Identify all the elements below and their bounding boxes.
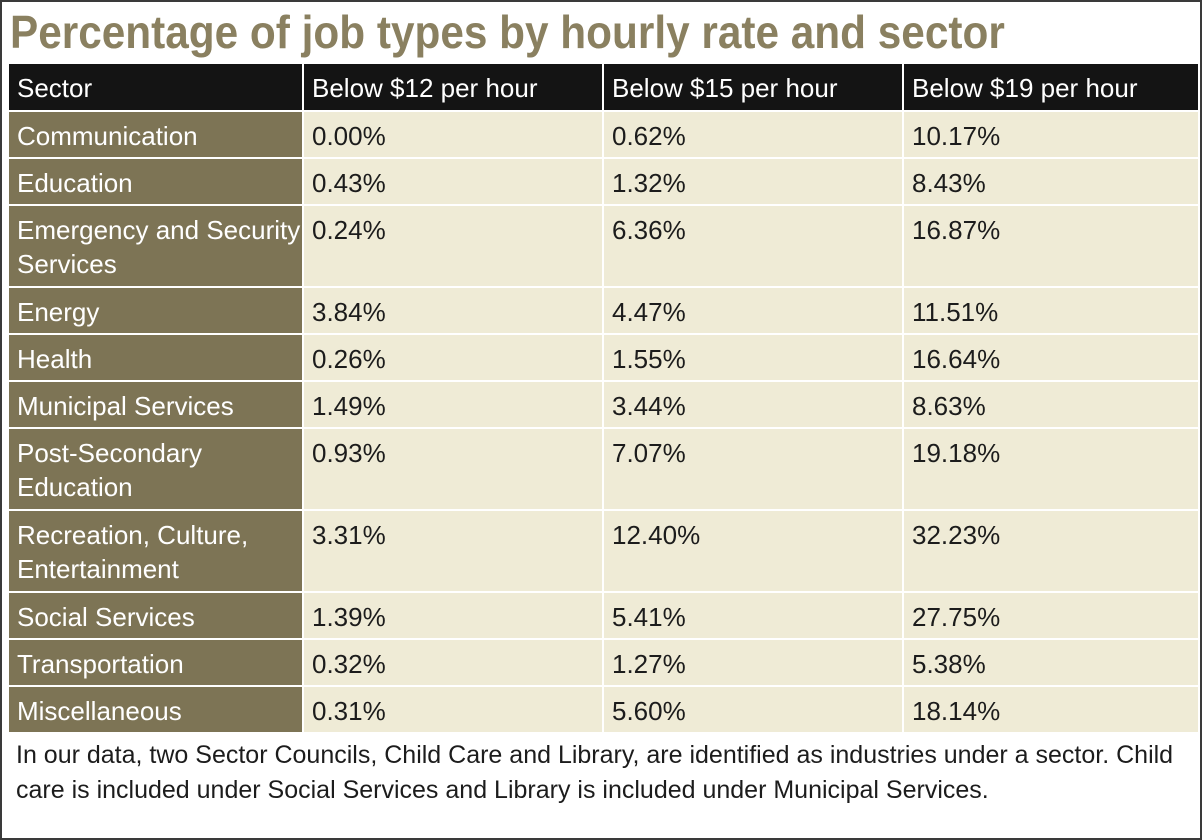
sector-cell: Health xyxy=(7,333,304,382)
table-row: Social Services 1.39% 5.41% 27.75% xyxy=(7,591,1200,640)
value-cell-below-19: 11.51% xyxy=(902,286,1200,335)
value-cell-below-19: 16.64% xyxy=(902,333,1200,382)
value-cell-below-19: 5.38% xyxy=(902,638,1200,687)
value-cell-below-19: 8.63% xyxy=(902,380,1200,429)
column-header-sector: Sector xyxy=(7,62,304,112)
sector-cell: Education xyxy=(7,157,304,206)
value-cell-below-19: 16.87% xyxy=(902,204,1200,288)
sector-cell: Social Services xyxy=(7,591,304,640)
table-row: Municipal Services 1.49% 3.44% 8.63% xyxy=(7,380,1200,429)
value-cell-below-19: 10.17% xyxy=(902,110,1200,159)
column-header-below-15: Below $15 per hour xyxy=(602,62,904,112)
table-row: Miscellaneous 0.31% 5.60% 18.14% xyxy=(7,685,1200,734)
value-cell-below-15: 1.32% xyxy=(602,157,904,206)
value-cell-below-15: 7.07% xyxy=(602,427,904,511)
value-cell-below-19: 8.43% xyxy=(902,157,1200,206)
table-row: Post-Secondary Education 0.93% 7.07% 19.18% xyxy=(7,427,1200,511)
table-body: Communication 0.00% 0.62% 10.17% Education 0.… xyxy=(7,110,1200,734)
table-row: Transportation 0.32% 1.27% 5.38% xyxy=(7,638,1200,687)
value-cell-below-12: 0.32% xyxy=(302,638,604,687)
value-cell-below-12: 0.00% xyxy=(302,110,604,159)
chart-title: Percentage of job types by hourly rate a… xyxy=(10,6,1005,58)
value-cell-below-15: 1.27% xyxy=(602,638,904,687)
sector-cell: Emergency and Security Services xyxy=(7,204,304,288)
table-row: Recreation, Culture, Entertainment 3.31% 1… xyxy=(7,509,1200,593)
value-cell-below-12: 0.24% xyxy=(302,204,604,288)
table-row: Health 0.26% 1.55% 16.64% xyxy=(7,333,1200,382)
sector-cell: Recreation, Culture, Entertainment xyxy=(7,509,304,593)
footnote: In our data, two Sector Councils, Child … xyxy=(16,741,1174,804)
table-row: Communication 0.00% 0.62% 10.17% xyxy=(7,110,1200,159)
value-cell-below-15: 5.41% xyxy=(602,591,904,640)
value-cell-below-19: 32.23% xyxy=(902,509,1200,593)
value-cell-below-12: 3.31% xyxy=(302,509,604,593)
value-cell-below-15: 6.36% xyxy=(602,204,904,288)
value-cell-below-15: 4.47% xyxy=(602,286,904,335)
column-header-below-19: Below $19 per hour xyxy=(902,62,1200,112)
value-cell-below-19: 27.75% xyxy=(902,591,1200,640)
sector-cell: Miscellaneous xyxy=(7,685,304,734)
value-cell-below-12: 3.84% xyxy=(302,286,604,335)
value-cell-below-15: 0.62% xyxy=(602,110,904,159)
sector-cell: Transportation xyxy=(7,638,304,687)
value-cell-below-12: 0.43% xyxy=(302,157,604,206)
value-cell-below-19: 18.14% xyxy=(902,685,1200,734)
value-cell-below-12: 0.31% xyxy=(302,685,604,734)
value-cell-below-15: 12.40% xyxy=(602,509,904,593)
table-row: Energy 3.84% 4.47% 11.51% xyxy=(7,286,1200,335)
value-cell-below-15: 3.44% xyxy=(602,380,904,429)
value-cell-below-12: 1.49% xyxy=(302,380,604,429)
sector-cell: Communication xyxy=(7,110,304,159)
sector-cell: Municipal Services xyxy=(7,380,304,429)
value-cell-below-15: 1.55% xyxy=(602,333,904,382)
value-cell-below-12: 0.26% xyxy=(302,333,604,382)
sector-cell: Energy xyxy=(7,286,304,335)
sector-cell: Post-Secondary Education xyxy=(7,427,304,511)
table-row: Emergency and Security Services 0.24% 6.36… xyxy=(7,204,1200,288)
table-row: Education 0.43% 1.32% 8.43% xyxy=(7,157,1200,206)
value-cell-below-19: 19.18% xyxy=(902,427,1200,511)
header-row: Sector Below $12 per hour Below $15 per … xyxy=(7,62,1200,112)
column-header-below-12: Below $12 per hour xyxy=(302,62,604,112)
value-cell-below-12: 0.93% xyxy=(302,427,604,511)
value-cell-below-12: 1.39% xyxy=(302,591,604,640)
value-cell-below-15: 5.60% xyxy=(602,685,904,734)
data-table: Sector Below $12 per hour Below $15 per … xyxy=(7,62,1200,734)
